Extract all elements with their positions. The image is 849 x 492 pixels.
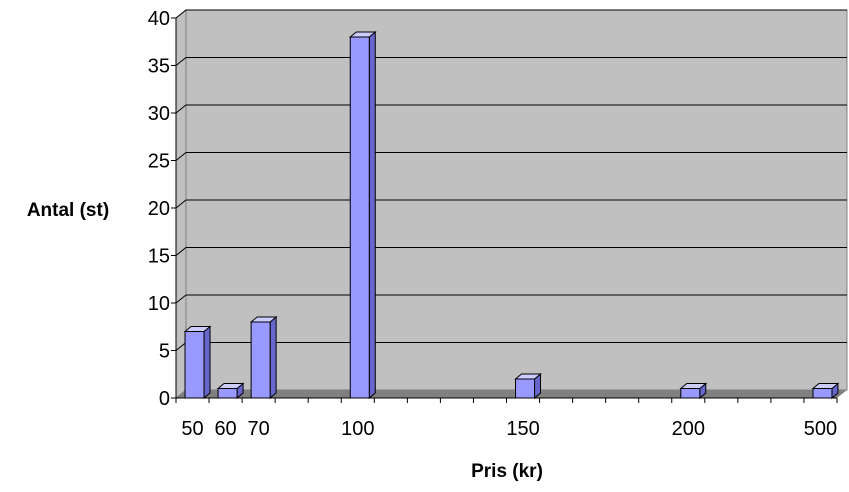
- y-axis-title: Antal (st): [27, 200, 109, 221]
- gridlines: [175, 9, 847, 351]
- gridline: [175, 294, 847, 304]
- plot-area: [175, 8, 848, 400]
- bar: [216, 382, 245, 400]
- y-tick-label: 5: [159, 341, 170, 363]
- y-tick-label: 25: [148, 151, 170, 173]
- plot-floor: [176, 390, 847, 398]
- bar: [348, 30, 377, 400]
- bar-front: [250, 321, 271, 399]
- bar-side: [368, 30, 376, 400]
- x-tick-label: 500: [804, 418, 837, 440]
- y-tick-label: 0: [159, 388, 170, 410]
- y-tick-label: 35: [148, 56, 170, 78]
- y-tick-label: 20: [148, 198, 170, 220]
- y-tick-label: 30: [148, 103, 170, 125]
- bar-front: [515, 378, 536, 399]
- y-tick-label: 15: [148, 246, 170, 268]
- bars: [183, 30, 840, 400]
- gridline: [175, 9, 847, 19]
- x-tick-label: 60: [214, 418, 236, 440]
- gridline: [175, 152, 847, 161]
- y-tick-label: 10: [148, 293, 170, 315]
- x-tick-label: 150: [506, 418, 539, 440]
- bar: [183, 325, 212, 400]
- bar-front: [184, 331, 205, 399]
- x-tick-label: 200: [672, 418, 705, 440]
- bar: [811, 382, 840, 400]
- x-tick-label: 50: [181, 418, 203, 440]
- bar: [514, 372, 542, 400]
- gridline: [175, 57, 847, 66]
- gridline: [175, 199, 847, 209]
- bar-front: [217, 388, 238, 399]
- bar-front: [812, 388, 833, 399]
- bar-front: [349, 36, 370, 399]
- x-axis: 50 60 70 100 150 200 500: [175, 397, 838, 440]
- bar-side: [269, 315, 277, 400]
- bar: [679, 382, 708, 400]
- x-axis-title: Pris (kr): [471, 461, 543, 482]
- x-tick-label: 100: [341, 418, 374, 440]
- bar-side: [203, 325, 211, 400]
- gridline: [175, 104, 847, 114]
- x-tick-label: 70: [248, 418, 270, 440]
- bar: [249, 315, 278, 400]
- y-tick-label: 40: [148, 8, 170, 30]
- gridline: [175, 247, 847, 256]
- bar-front: [680, 388, 701, 399]
- y-axis: 0 5 10 15 20 25 30 35 40: [148, 8, 177, 410]
